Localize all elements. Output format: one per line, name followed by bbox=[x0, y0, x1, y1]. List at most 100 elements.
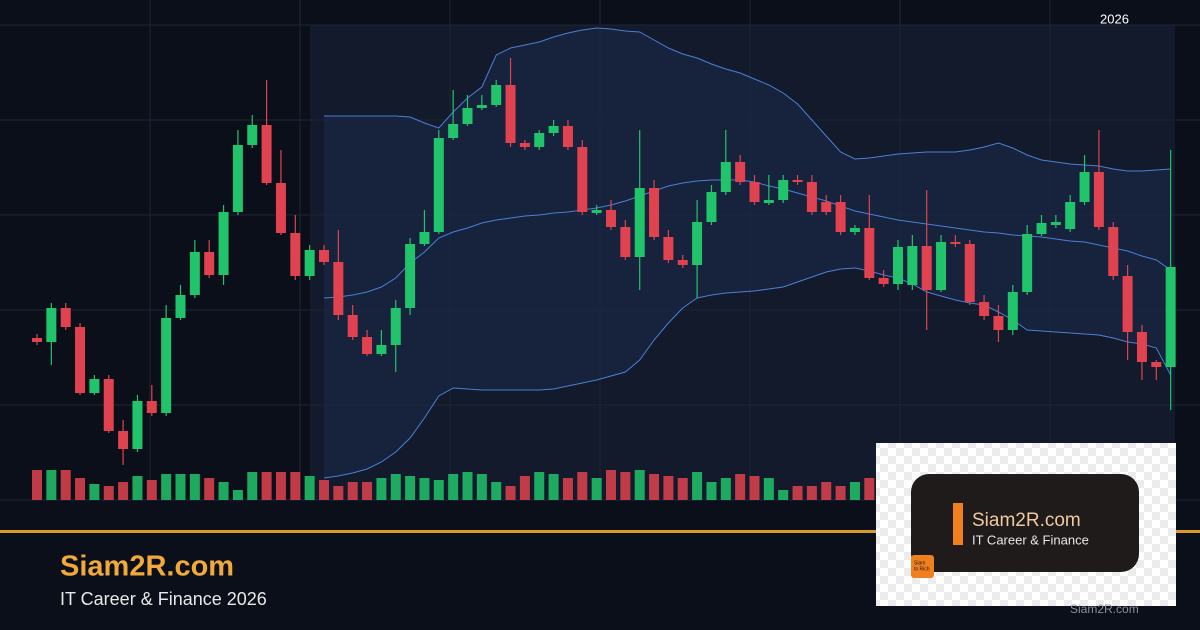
candle-body bbox=[175, 295, 186, 318]
volume-bar bbox=[376, 478, 387, 500]
volume-bar bbox=[390, 474, 401, 500]
candle-body bbox=[261, 125, 272, 183]
candle-body bbox=[763, 200, 774, 203]
volume-bar bbox=[706, 482, 717, 500]
candle-body bbox=[519, 143, 530, 147]
volume-bar bbox=[534, 472, 545, 500]
candle-body bbox=[864, 228, 875, 278]
candle-body bbox=[89, 379, 100, 393]
volume-bar bbox=[519, 476, 530, 500]
watermark: Siam2R.com bbox=[1070, 602, 1139, 616]
volume-bar bbox=[763, 478, 774, 500]
volume-bar bbox=[405, 476, 416, 500]
divider bbox=[0, 530, 1200, 533]
volume-bar bbox=[562, 478, 573, 500]
candle-body bbox=[161, 318, 172, 413]
volume-bar bbox=[333, 486, 344, 500]
volume-bar bbox=[232, 490, 243, 500]
volume-bar bbox=[806, 486, 817, 500]
candle-body bbox=[806, 182, 817, 212]
candle-body bbox=[548, 126, 559, 133]
volume-bar bbox=[649, 474, 660, 500]
volume-bar bbox=[821, 482, 832, 500]
logo-panel bbox=[911, 474, 1139, 572]
candle-body bbox=[376, 345, 387, 354]
axis-label: 2026 bbox=[1100, 11, 1129, 26]
volume-bar bbox=[304, 476, 315, 500]
candle-body bbox=[419, 232, 430, 244]
candle-body bbox=[993, 316, 1004, 330]
candle-body bbox=[132, 401, 143, 449]
candle-body bbox=[893, 247, 903, 284]
volume-bar bbox=[792, 486, 803, 500]
volume-bar bbox=[505, 486, 516, 500]
candle-body bbox=[907, 246, 918, 285]
candle-body bbox=[735, 162, 746, 182]
candle-body bbox=[562, 126, 573, 147]
candle-body bbox=[1108, 227, 1119, 276]
candle-body bbox=[792, 180, 803, 182]
brand-subtitle: IT Career & Finance 2026 bbox=[60, 589, 267, 609]
candle-body bbox=[390, 308, 401, 345]
candle-body bbox=[1093, 172, 1104, 227]
volume-bar bbox=[103, 486, 114, 500]
candle-body bbox=[362, 337, 373, 354]
candle-body bbox=[304, 250, 315, 276]
volume-bar bbox=[261, 472, 272, 500]
candle-body bbox=[319, 250, 329, 262]
candle-body bbox=[1165, 267, 1176, 367]
volume-bar bbox=[462, 472, 473, 500]
volume-bar bbox=[849, 482, 860, 500]
candle-body bbox=[75, 327, 86, 393]
candle-body bbox=[46, 308, 57, 342]
logo-title: Siam2R.com bbox=[972, 510, 1081, 531]
volume-bar bbox=[835, 486, 846, 500]
candle-body bbox=[247, 125, 258, 145]
volume-bar bbox=[290, 472, 301, 500]
badge-line: to Rich bbox=[914, 566, 930, 572]
volume-bar bbox=[634, 470, 645, 500]
candle-body bbox=[290, 233, 301, 276]
candle-body bbox=[692, 222, 703, 265]
candle-body bbox=[677, 260, 688, 265]
volume-bar bbox=[620, 472, 631, 500]
volume-bar bbox=[692, 472, 703, 500]
volume-bar bbox=[132, 476, 143, 500]
volume-bar bbox=[433, 480, 444, 500]
candle-body bbox=[634, 188, 645, 257]
candle-body bbox=[1022, 234, 1033, 292]
candle-body bbox=[1036, 223, 1047, 234]
volume-bar bbox=[32, 470, 42, 500]
badge-line: Siam bbox=[914, 560, 925, 566]
volume-bar bbox=[591, 478, 602, 500]
volume-bar bbox=[663, 476, 674, 500]
candle-body bbox=[534, 133, 545, 147]
volume-bar bbox=[347, 482, 358, 500]
candle-body bbox=[189, 252, 200, 295]
candle-body bbox=[1007, 292, 1018, 330]
candle-body bbox=[936, 242, 947, 290]
candle-body bbox=[118, 431, 129, 449]
upper-band bbox=[324, 27, 1171, 172]
candle-body bbox=[60, 308, 71, 327]
brand-title: Siam2R.com bbox=[60, 551, 234, 583]
candle-body bbox=[720, 162, 731, 192]
volume-bar bbox=[677, 478, 688, 500]
candle-body bbox=[1151, 362, 1162, 367]
volume-bar bbox=[778, 490, 789, 500]
candle-body bbox=[103, 379, 114, 431]
lower-band bbox=[323, 267, 1172, 479]
candle-body bbox=[821, 202, 832, 212]
volume-bar bbox=[247, 472, 258, 500]
candle-body bbox=[347, 315, 358, 337]
candle-body bbox=[218, 212, 229, 275]
candle-body bbox=[448, 124, 459, 138]
volume-bar bbox=[864, 478, 875, 500]
volume-bar bbox=[46, 470, 57, 500]
volume-bar bbox=[577, 472, 588, 500]
candle-body bbox=[950, 242, 961, 244]
candle-body bbox=[333, 262, 344, 315]
volume-bar bbox=[419, 478, 430, 500]
